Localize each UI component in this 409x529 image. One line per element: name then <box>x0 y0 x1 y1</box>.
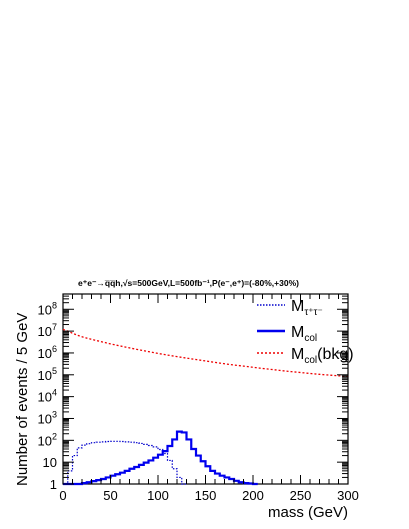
legend-label-1: Mcol <box>291 324 317 344</box>
series-layer <box>62 328 349 486</box>
y-tick-label: 10 <box>43 455 57 470</box>
y-tick-label: 103 <box>38 409 57 426</box>
x-tick-label: 0 <box>59 488 66 503</box>
y-tick-label: 1 <box>50 477 57 492</box>
chart-title: e⁺e⁻→q̅q̅h,√s=500GeV,L=500fb⁻¹,P(e⁻,e⁺)=… <box>78 278 299 288</box>
legend-label-2: Mcol(bkg) <box>291 346 354 366</box>
x-tick-label: 150 <box>195 488 217 503</box>
y-tick-label: 105 <box>38 366 57 383</box>
y-axis-label: Number of events / 5 GeV <box>14 313 31 486</box>
plot-frame <box>62 293 349 485</box>
legend-label-0: Mτ⁺τ⁻ <box>291 298 323 318</box>
y-tick-label: 104 <box>38 388 57 405</box>
plot-border <box>62 293 349 485</box>
series-line-1 <box>63 430 258 486</box>
y-tick-label: 106 <box>38 344 57 361</box>
x-tick-label: 50 <box>103 488 117 503</box>
y-tick-label: 108 <box>38 300 57 317</box>
x-tick-label: 300 <box>337 488 359 503</box>
x-tick-label: 100 <box>147 488 169 503</box>
x-tick-label: 250 <box>290 488 312 503</box>
x-axis-label: mass (GeV) <box>268 504 348 521</box>
x-tick-label: 200 <box>242 488 264 503</box>
series-line-2 <box>62 328 349 377</box>
y-tick-label: 102 <box>38 431 57 448</box>
x-axis-ticks: 0 50 100 150 200 250 300 <box>59 294 359 503</box>
y-tick-label: 107 <box>38 322 57 339</box>
